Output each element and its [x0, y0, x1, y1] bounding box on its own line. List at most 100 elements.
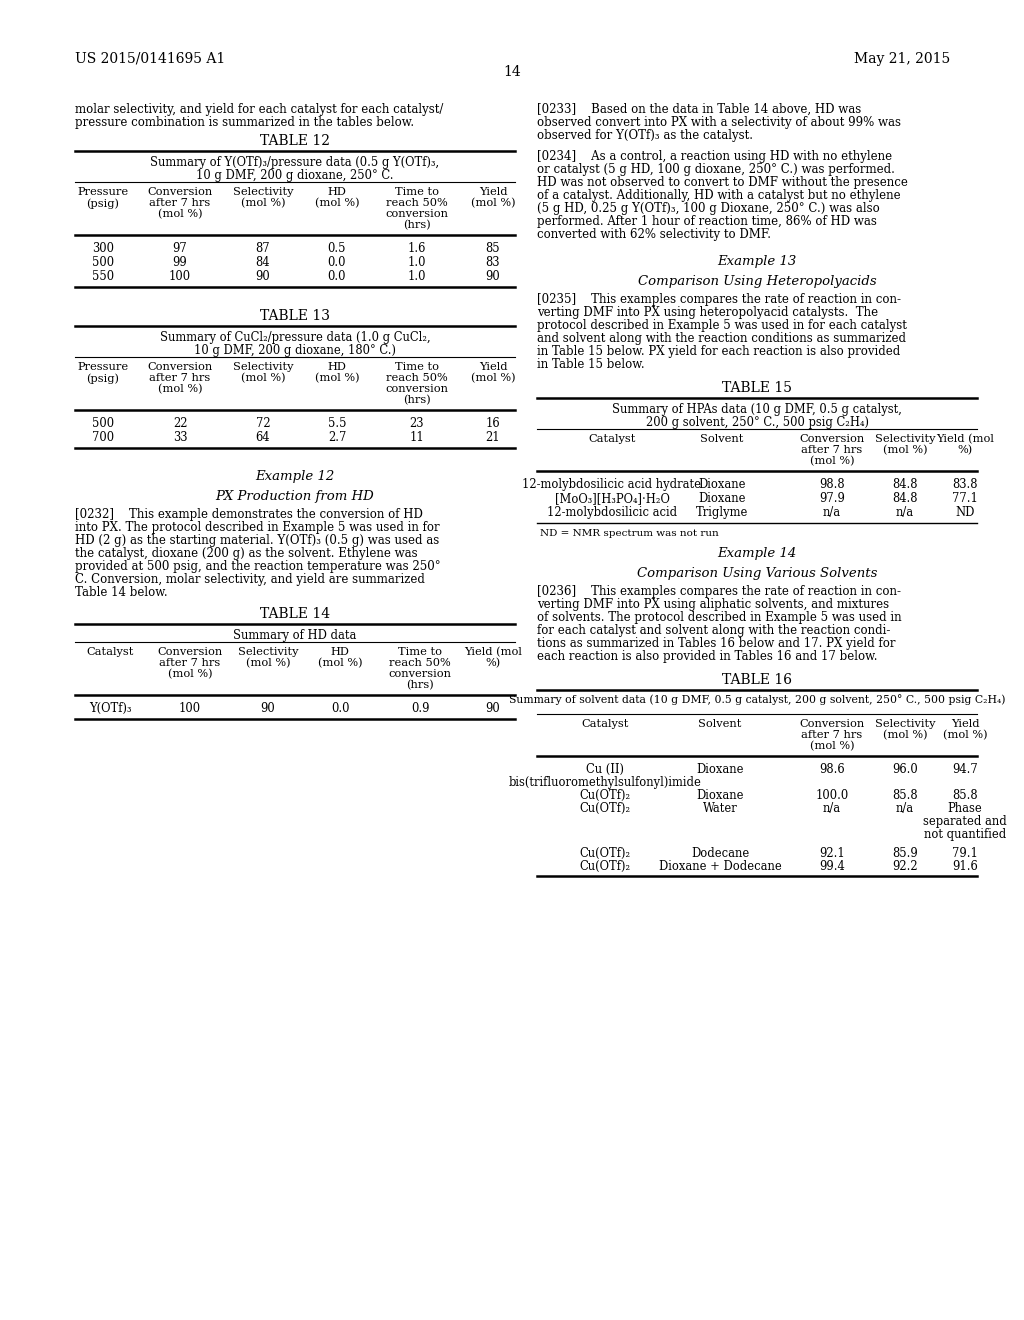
Text: 94.7: 94.7	[952, 763, 978, 776]
Text: [0236]    This examples compares the rate of reaction in con-: [0236] This examples compares the rate o…	[537, 585, 901, 598]
Text: Time to: Time to	[398, 647, 442, 657]
Text: into PX. The protocol described in Example 5 was used in for: into PX. The protocol described in Examp…	[75, 521, 439, 535]
Text: 0.0: 0.0	[331, 702, 349, 715]
Text: HD was not observed to convert to DMF without the presence: HD was not observed to convert to DMF wi…	[537, 176, 908, 189]
Text: 90: 90	[485, 702, 501, 715]
Text: (mol %): (mol %)	[314, 374, 359, 383]
Text: 33: 33	[173, 432, 187, 444]
Text: Yield (mol: Yield (mol	[936, 434, 994, 445]
Text: 2.7: 2.7	[328, 432, 346, 444]
Text: 0.0: 0.0	[328, 256, 346, 269]
Text: Example 13: Example 13	[718, 255, 797, 268]
Text: Yield: Yield	[479, 362, 507, 372]
Text: conversion: conversion	[385, 384, 449, 393]
Text: Cu (II): Cu (II)	[586, 763, 624, 776]
Text: 10 g DMF, 200 g dioxane, 180° C.): 10 g DMF, 200 g dioxane, 180° C.)	[194, 345, 396, 356]
Text: (mol %): (mol %)	[471, 374, 515, 383]
Text: (mol %): (mol %)	[314, 198, 359, 209]
Text: HD (2 g) as the starting material. Y(OTf)₃ (0.5 g) was used as: HD (2 g) as the starting material. Y(OTf…	[75, 535, 439, 546]
Text: ND: ND	[955, 506, 975, 519]
Text: Conversion: Conversion	[147, 362, 213, 372]
Text: Y(OTf)₃: Y(OTf)₃	[89, 702, 131, 715]
Text: 500: 500	[92, 256, 114, 269]
Text: of solvents. The protocol described in Example 5 was used in: of solvents. The protocol described in E…	[537, 611, 901, 624]
Text: [0234]    As a control, a reaction using HD with no ethylene: [0234] As a control, a reaction using HD…	[537, 150, 892, 162]
Text: not quantified: not quantified	[924, 828, 1007, 841]
Text: 79.1: 79.1	[952, 847, 978, 861]
Text: of a catalyst. Additionally, HD with a catalyst but no ethylene: of a catalyst. Additionally, HD with a c…	[537, 189, 901, 202]
Text: 0.0: 0.0	[328, 271, 346, 282]
Text: Comparison Using Heteropolyacids: Comparison Using Heteropolyacids	[638, 275, 877, 288]
Text: HD: HD	[331, 647, 349, 657]
Text: 1.0: 1.0	[408, 271, 426, 282]
Text: 90: 90	[256, 271, 270, 282]
Text: (mol %): (mol %)	[810, 455, 854, 466]
Text: Summary of solvent data (10 g DMF, 0.5 g catalyst, 200 g solvent, 250° C., 500 p: Summary of solvent data (10 g DMF, 0.5 g…	[509, 694, 1006, 705]
Text: 12-molybdosilicic acid hydrate: 12-molybdosilicic acid hydrate	[522, 478, 701, 491]
Text: n/a: n/a	[823, 506, 841, 519]
Text: 100.0: 100.0	[815, 789, 849, 803]
Text: Summary of Y(OTf)₃/pressure data (0.5 g Y(OTf)₃,: Summary of Y(OTf)₃/pressure data (0.5 g …	[151, 156, 439, 169]
Text: Yield (mol: Yield (mol	[464, 647, 522, 657]
Text: n/a: n/a	[823, 803, 841, 814]
Text: Conversion: Conversion	[147, 187, 213, 197]
Text: Example 12: Example 12	[255, 470, 335, 483]
Text: conversion: conversion	[388, 669, 452, 678]
Text: observed for Y(OTf)₃ as the catalyst.: observed for Y(OTf)₃ as the catalyst.	[537, 129, 753, 143]
Text: (mol %): (mol %)	[168, 669, 212, 680]
Text: Phase: Phase	[947, 803, 982, 814]
Text: 84: 84	[256, 256, 270, 269]
Text: (psig): (psig)	[86, 198, 120, 209]
Text: after 7 hrs: after 7 hrs	[160, 657, 220, 668]
Text: 14: 14	[503, 65, 521, 79]
Text: 21: 21	[485, 432, 501, 444]
Text: converted with 62% selectivity to DMF.: converted with 62% selectivity to DMF.	[537, 228, 771, 242]
Text: 98.8: 98.8	[819, 478, 845, 491]
Text: Cu(OTf)₂: Cu(OTf)₂	[580, 803, 631, 814]
Text: %): %)	[485, 657, 501, 668]
Text: 85.8: 85.8	[952, 789, 978, 803]
Text: 5.5: 5.5	[328, 417, 346, 430]
Text: (mol %): (mol %)	[241, 198, 286, 209]
Text: ND = NMR spectrum was not run: ND = NMR spectrum was not run	[540, 529, 719, 539]
Text: TABLE 15: TABLE 15	[722, 381, 792, 395]
Text: 1.6: 1.6	[408, 242, 426, 255]
Text: 22: 22	[173, 417, 187, 430]
Text: Selectivity: Selectivity	[232, 362, 293, 372]
Text: or catalyst (5 g HD, 100 g dioxane, 250° C.) was performed.: or catalyst (5 g HD, 100 g dioxane, 250°…	[537, 162, 895, 176]
Text: each reaction is also provided in Tables 16 and 17 below.: each reaction is also provided in Tables…	[537, 649, 878, 663]
Text: after 7 hrs: after 7 hrs	[150, 374, 211, 383]
Text: after 7 hrs: after 7 hrs	[802, 445, 862, 455]
Text: 85.9: 85.9	[892, 847, 918, 861]
Text: Cu(OTf)₂: Cu(OTf)₂	[580, 861, 631, 873]
Text: 77.1: 77.1	[952, 492, 978, 506]
Text: HD: HD	[328, 187, 346, 197]
Text: TABLE 12: TABLE 12	[260, 135, 330, 148]
Text: [MoO₃][H₃PO₄]·H₂O: [MoO₃][H₃PO₄]·H₂O	[555, 492, 670, 506]
Text: 85.8: 85.8	[892, 789, 918, 803]
Text: Time to: Time to	[395, 187, 439, 197]
Text: 64: 64	[256, 432, 270, 444]
Text: TABLE 14: TABLE 14	[260, 607, 330, 620]
Text: 84.8: 84.8	[892, 492, 918, 506]
Text: after 7 hrs: after 7 hrs	[150, 198, 211, 209]
Text: (mol %): (mol %)	[158, 209, 203, 219]
Text: 96.0: 96.0	[892, 763, 918, 776]
Text: Selectivity: Selectivity	[232, 187, 293, 197]
Text: (mol %): (mol %)	[883, 730, 928, 741]
Text: 83: 83	[485, 256, 501, 269]
Text: (hrs): (hrs)	[403, 220, 431, 230]
Text: 0.9: 0.9	[411, 702, 429, 715]
Text: conversion: conversion	[385, 209, 449, 219]
Text: 11: 11	[410, 432, 424, 444]
Text: 550: 550	[92, 271, 114, 282]
Text: (psig): (psig)	[86, 374, 120, 384]
Text: Summary of HD data: Summary of HD data	[233, 630, 356, 642]
Text: %): %)	[957, 445, 973, 455]
Text: Dioxane: Dioxane	[698, 478, 745, 491]
Text: Example 14: Example 14	[718, 546, 797, 560]
Text: observed convert into PX with a selectivity of about 99% was: observed convert into PX with a selectiv…	[537, 116, 901, 129]
Text: Yield: Yield	[479, 187, 507, 197]
Text: Catalyst: Catalyst	[86, 647, 134, 657]
Text: [0233]    Based on the data in Table 14 above, HD was: [0233] Based on the data in Table 14 abo…	[537, 103, 861, 116]
